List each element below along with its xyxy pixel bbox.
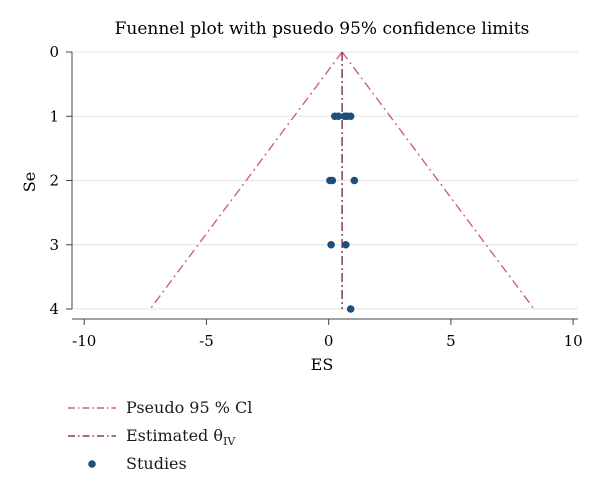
x-tick-label--5: -5 bbox=[199, 332, 214, 350]
study-point-8 bbox=[350, 176, 359, 185]
legend-item-theta: Estimated θIV bbox=[66, 422, 366, 450]
x-tick-label-5: 5 bbox=[446, 332, 456, 350]
y-tick-label-2: 2 bbox=[49, 172, 59, 190]
legend-theta-label: Estimated θIV bbox=[126, 426, 235, 448]
pseudo-ci-lines bbox=[149, 51, 535, 310]
ci-line-right bbox=[341, 51, 535, 310]
legend-item-ci: Pseudo 95 % Cl bbox=[66, 394, 366, 422]
y-tick-label-1: 1 bbox=[49, 107, 59, 125]
legend-theta-subscript: IV bbox=[223, 435, 236, 449]
axes bbox=[71, 52, 578, 320]
y-axis-label: Se bbox=[20, 172, 39, 192]
y-tick-label-4: 4 bbox=[49, 300, 59, 318]
x-axis-label: ES bbox=[311, 355, 334, 374]
y-tick-label-0: 0 bbox=[49, 43, 59, 61]
y-axis-ticks: 0 1 2 3 4 bbox=[49, 43, 72, 318]
study-points bbox=[326, 112, 359, 313]
study-point-2 bbox=[334, 112, 343, 121]
study-point-11 bbox=[346, 305, 355, 313]
study-point-10 bbox=[341, 240, 350, 249]
chart-title: Fuennel plot with psuedo 95% confidence … bbox=[115, 19, 530, 39]
legend-studies-label: Studies bbox=[126, 454, 187, 473]
study-point-5 bbox=[346, 112, 355, 121]
legend-ci-swatch bbox=[68, 407, 116, 409]
legend-studies-swatch bbox=[88, 460, 96, 468]
x-tick-label--10: -10 bbox=[72, 332, 96, 350]
study-point-9 bbox=[327, 240, 335, 249]
legend-theta-text: Estimated θ bbox=[126, 426, 224, 445]
grid-lines bbox=[72, 51, 578, 310]
legend-theta-swatch bbox=[68, 435, 116, 437]
funnel-plot: Fuennel plot with psuedo 95% confidence … bbox=[20, 19, 583, 374]
x-tick-label-0: 0 bbox=[324, 332, 334, 350]
y-tick-label-3: 3 bbox=[49, 236, 59, 254]
x-tick-label-10: 10 bbox=[564, 332, 583, 350]
legend-item-studies: Studies bbox=[66, 450, 366, 478]
x-axis-ticks: -10 -5 0 5 10 bbox=[72, 319, 583, 350]
legend: Pseudo 95 % Cl Estimated θIV Studies bbox=[66, 394, 366, 478]
legend-ci-label: Pseudo 95 % Cl bbox=[126, 398, 253, 417]
study-point-7 bbox=[328, 176, 337, 185]
ci-line-left bbox=[149, 51, 343, 310]
